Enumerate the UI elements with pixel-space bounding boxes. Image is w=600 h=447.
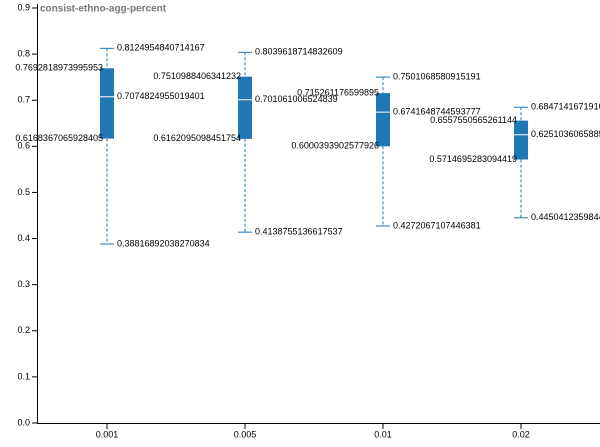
q1-label: 0.6162095098451754 [153, 133, 241, 143]
box [100, 68, 114, 139]
median-label: 0.6251036065885873 [531, 129, 600, 139]
x-tick-label: 0.005 [234, 429, 257, 439]
q3-label: 0.7510988406341232 [153, 71, 241, 81]
y-tick-label: 0.4 [17, 233, 30, 243]
y-tick-label: 0.5 [17, 187, 30, 197]
chart-title: consist-ethno-agg-percent [40, 4, 167, 15]
min-label: 0.4138755136617537 [255, 227, 343, 237]
max-label: 0.68471416719105 [531, 102, 600, 112]
y-tick-label: 0.1 [17, 371, 30, 381]
min-label: 0.38816892038270834 [117, 238, 210, 248]
x-tick-label: 0.01 [374, 429, 392, 439]
q3-label: 0.7692818973995953 [15, 63, 103, 73]
q1-label: 0.6000393902577926 [291, 141, 379, 151]
y-tick-label: 0.2 [17, 325, 30, 335]
median-label: 0.6741648744593777 [393, 107, 481, 117]
box [238, 76, 252, 139]
y-tick-label: 0.6 [17, 141, 30, 151]
box [514, 120, 528, 160]
min-label: 0.44504123598443 [531, 212, 600, 222]
q3-label: 0.6557550565261144 [430, 115, 517, 125]
q3-label: 0.715261176599895 [297, 88, 379, 98]
q1-label: 0.5714695283094419 [429, 154, 517, 164]
max-label: 0.7501068580915191 [393, 71, 481, 81]
y-tick-label: 0.7 [17, 95, 30, 105]
box [376, 93, 390, 147]
x-tick-label: 0.001 [96, 429, 119, 439]
x-tick-label: 0.02 [512, 429, 530, 439]
y-tick-label: 0.0 [17, 417, 30, 427]
q1-label: 0.6168367065928405 [15, 133, 103, 143]
max-label: 0.8039618714832609 [255, 47, 343, 57]
median-label: 0.7074824955019401 [117, 91, 205, 101]
max-label: 0.8124954840714167 [117, 43, 205, 53]
y-tick-label: 0.8 [17, 48, 30, 58]
y-tick-label: 0.9 [17, 2, 30, 12]
median-label: 0.701061006524839 [255, 94, 338, 104]
min-label: 0.4272067107446381 [393, 220, 481, 230]
y-tick-label: 0.3 [17, 279, 30, 289]
